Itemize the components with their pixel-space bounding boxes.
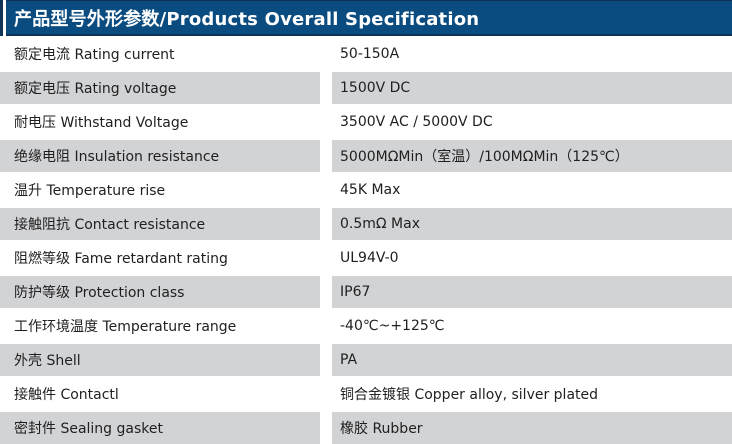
spec-value: 3500V AC / 5000V DC <box>332 104 732 138</box>
column-gutter <box>320 274 332 308</box>
column-gutter <box>320 206 332 240</box>
column-gutter <box>320 172 332 206</box>
spec-label: 密封件 Sealing gasket <box>0 410 320 444</box>
column-gutter <box>320 410 332 444</box>
spec-label: 工作环境温度 Temperature range <box>0 308 320 342</box>
spec-value: 铜合金镀银 Copper alloy, silver plated <box>332 376 732 410</box>
header-title-bar: 产品型号外形参数/Products Overall Specification <box>6 0 732 36</box>
spec-value: IP67 <box>332 274 732 308</box>
spec-value: 橡胶 Rubber <box>332 410 732 444</box>
column-gutter <box>320 376 332 410</box>
spec-label: 接触件 Contactl <box>0 376 320 410</box>
spec-value: PA <box>332 342 732 376</box>
table-row: 温升 Temperature rise 45K Max <box>0 172 732 206</box>
spec-label: 额定电压 Rating voltage <box>0 70 320 104</box>
table-row: 额定电流 Rating current 50-150A <box>0 36 732 70</box>
spec-value: UL94V-0 <box>332 240 732 274</box>
table-row: 防护等级 Protection class IP67 <box>0 274 732 308</box>
spec-table: 额定电流 Rating current 50-150A 额定电压 Rating vo… <box>0 36 732 444</box>
spec-label: 额定电流 Rating current <box>0 36 320 70</box>
page-title: 产品型号外形参数/Products Overall Specification <box>14 8 480 30</box>
column-gutter <box>320 308 332 342</box>
spec-label: 耐电压 Withstand Voltage <box>0 104 320 138</box>
table-row: 阻燃等级 Fame retardant rating UL94V-0 <box>0 240 732 274</box>
spec-value: -40℃~+125℃ <box>332 308 732 342</box>
table-row: 密封件 Sealing gasket 橡胶 Rubber <box>0 410 732 444</box>
column-gutter <box>320 36 332 70</box>
spec-label: 温升 Temperature rise <box>0 172 320 206</box>
spec-value: 0.5mΩ Max <box>332 206 732 240</box>
spec-label: 防护等级 Protection class <box>0 274 320 308</box>
spec-label: 接触阻抗 Contact resistance <box>0 206 320 240</box>
spec-value: 45K Max <box>332 172 732 206</box>
table-row: 绝缘电阻 Insulation resistance 5000MΩMin（室温）/… <box>0 138 732 172</box>
column-gutter <box>320 70 332 104</box>
table-row: 接触件 Contactl 铜合金镀银 Copper alloy, silver p… <box>0 376 732 410</box>
spec-label: 阻燃等级 Fame retardant rating <box>0 240 320 274</box>
spec-value: 1500V DC <box>332 70 732 104</box>
spec-value: 50-150A <box>332 36 732 70</box>
spec-value: 5000MΩMin（室温）/100MΩMin（125℃） <box>332 138 732 172</box>
column-gutter <box>320 104 332 138</box>
table-row: 额定电压 Rating voltage 1500V DC <box>0 70 732 104</box>
table-row: 接触阻抗 Contact resistance 0.5mΩ Max <box>0 206 732 240</box>
table-header: 产品型号外形参数/Products Overall Specification <box>0 0 732 36</box>
table-row: 外壳 Shell PA <box>0 342 732 376</box>
column-gutter <box>320 342 332 376</box>
column-gutter <box>320 240 332 274</box>
column-gutter <box>320 138 332 172</box>
header-accent-bar <box>0 0 3 36</box>
header-accent-gap <box>3 0 6 36</box>
spec-label: 外壳 Shell <box>0 342 320 376</box>
table-row: 耐电压 Withstand Voltage 3500V AC / 5000V DC <box>0 104 732 138</box>
table-row: 工作环境温度 Temperature range -40℃~+125℃ <box>0 308 732 342</box>
spec-label: 绝缘电阻 Insulation resistance <box>0 138 320 172</box>
